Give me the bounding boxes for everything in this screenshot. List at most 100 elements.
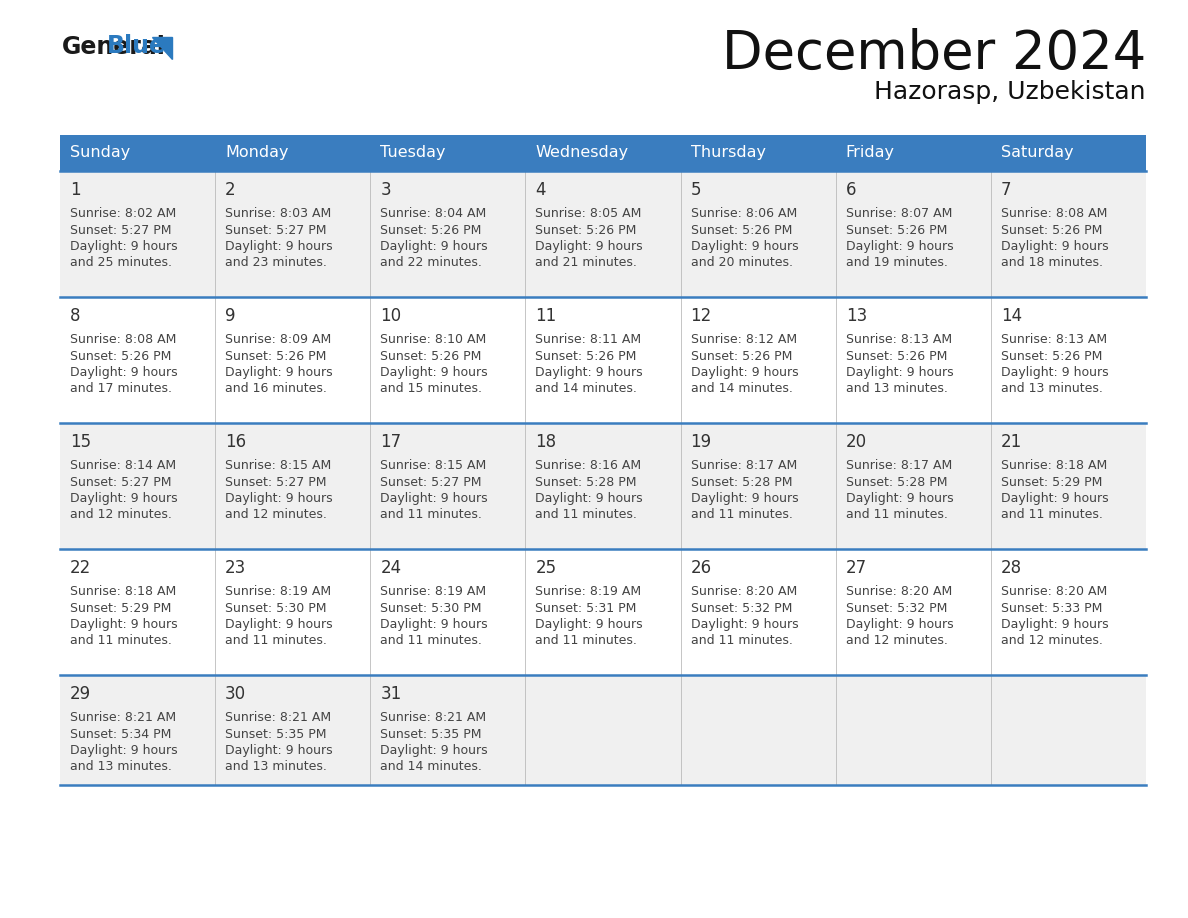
Bar [61,423,1146,549]
Text: and 15 minutes.: and 15 minutes. [380,383,482,396]
Text: Sunrise: 8:05 AM: Sunrise: 8:05 AM [536,207,642,220]
Text: Sunset: 5:29 PM: Sunset: 5:29 PM [70,601,171,614]
Text: 23: 23 [226,559,246,577]
Text: 21: 21 [1000,433,1022,451]
Text: Daylight: 9 hours: Daylight: 9 hours [536,240,643,253]
Text: Sunrise: 8:20 AM: Sunrise: 8:20 AM [690,585,797,598]
Text: and 25 minutes.: and 25 minutes. [70,256,172,270]
Text: Sunset: 5:26 PM: Sunset: 5:26 PM [380,223,481,237]
Text: Daylight: 9 hours: Daylight: 9 hours [536,618,643,631]
Text: Sunset: 5:26 PM: Sunset: 5:26 PM [690,223,792,237]
Text: 11: 11 [536,307,557,325]
Text: Daylight: 9 hours: Daylight: 9 hours [536,366,643,379]
Text: 15: 15 [70,433,91,451]
Text: Daylight: 9 hours: Daylight: 9 hours [690,240,798,253]
Text: 8: 8 [70,307,81,325]
Text: Sunrise: 8:20 AM: Sunrise: 8:20 AM [846,585,952,598]
Polygon shape [152,37,172,59]
Text: and 11 minutes.: and 11 minutes. [690,509,792,521]
Text: and 20 minutes.: and 20 minutes. [690,256,792,270]
Text: and 11 minutes.: and 11 minutes. [380,509,482,521]
Text: Sunrise: 8:07 AM: Sunrise: 8:07 AM [846,207,952,220]
Text: and 14 minutes.: and 14 minutes. [690,383,792,396]
Text: Sunrise: 8:20 AM: Sunrise: 8:20 AM [1000,585,1107,598]
Text: Daylight: 9 hours: Daylight: 9 hours [536,492,643,505]
Text: Sunrise: 8:06 AM: Sunrise: 8:06 AM [690,207,797,220]
Bar [61,549,1146,675]
Text: Friday: Friday [846,145,895,161]
Text: Sunset: 5:26 PM: Sunset: 5:26 PM [380,350,481,363]
Text: Sunrise: 8:21 AM: Sunrise: 8:21 AM [70,711,176,724]
Text: Sunset: 5:34 PM: Sunset: 5:34 PM [70,727,171,741]
Text: Sunset: 5:28 PM: Sunset: 5:28 PM [690,476,792,488]
Text: and 11 minutes.: and 11 minutes. [226,634,327,647]
Text: 17: 17 [380,433,402,451]
Text: and 16 minutes.: and 16 minutes. [226,383,327,396]
Text: Sunset: 5:27 PM: Sunset: 5:27 PM [70,476,171,488]
Text: Daylight: 9 hours: Daylight: 9 hours [690,618,798,631]
Text: and 13 minutes.: and 13 minutes. [1000,383,1102,396]
Text: and 12 minutes.: and 12 minutes. [846,634,948,647]
Text: Daylight: 9 hours: Daylight: 9 hours [226,618,333,631]
Text: Daylight: 9 hours: Daylight: 9 hours [846,492,953,505]
Text: and 11 minutes.: and 11 minutes. [690,634,792,647]
Text: and 11 minutes.: and 11 minutes. [536,634,637,647]
Text: and 21 minutes.: and 21 minutes. [536,256,637,270]
Text: and 11 minutes.: and 11 minutes. [70,634,172,647]
Text: Sunset: 5:26 PM: Sunset: 5:26 PM [70,350,171,363]
Text: Daylight: 9 hours: Daylight: 9 hours [380,492,488,505]
Text: Daylight: 9 hours: Daylight: 9 hours [1000,240,1108,253]
Text: Sunrise: 8:03 AM: Sunrise: 8:03 AM [226,207,331,220]
Text: Sunrise: 8:19 AM: Sunrise: 8:19 AM [380,585,486,598]
Text: Daylight: 9 hours: Daylight: 9 hours [226,744,333,757]
Text: Sunrise: 8:21 AM: Sunrise: 8:21 AM [380,711,486,724]
Text: Sunset: 5:27 PM: Sunset: 5:27 PM [70,223,171,237]
Text: 26: 26 [690,559,712,577]
Text: Daylight: 9 hours: Daylight: 9 hours [380,240,488,253]
Bar [61,297,1146,423]
Text: Sunset: 5:27 PM: Sunset: 5:27 PM [226,223,327,237]
Text: Sunset: 5:35 PM: Sunset: 5:35 PM [380,727,482,741]
Text: Sunrise: 8:17 AM: Sunrise: 8:17 AM [846,459,952,472]
Text: Blue: Blue [107,34,166,58]
Text: 20: 20 [846,433,867,451]
Text: 12: 12 [690,307,712,325]
Text: 24: 24 [380,559,402,577]
Text: 19: 19 [690,433,712,451]
Text: Sunset: 5:32 PM: Sunset: 5:32 PM [846,601,947,614]
Text: Wednesday: Wednesday [536,145,628,161]
Text: Daylight: 9 hours: Daylight: 9 hours [1000,492,1108,505]
Text: 25: 25 [536,559,556,577]
Text: and 19 minutes.: and 19 minutes. [846,256,948,270]
Text: Daylight: 9 hours: Daylight: 9 hours [380,744,488,757]
Text: and 22 minutes.: and 22 minutes. [380,256,482,270]
Text: and 11 minutes.: and 11 minutes. [1000,509,1102,521]
Text: and 13 minutes.: and 13 minutes. [226,760,327,774]
Text: Sunset: 5:31 PM: Sunset: 5:31 PM [536,601,637,614]
Text: Sunset: 5:26 PM: Sunset: 5:26 PM [536,350,637,363]
Text: and 11 minutes.: and 11 minutes. [380,634,482,647]
Text: 9: 9 [226,307,235,325]
Text: Daylight: 9 hours: Daylight: 9 hours [226,240,333,253]
Text: Hazorasp, Uzbekistan: Hazorasp, Uzbekistan [874,80,1146,104]
Text: Daylight: 9 hours: Daylight: 9 hours [846,618,953,631]
Text: Sunrise: 8:04 AM: Sunrise: 8:04 AM [380,207,487,220]
Bar [61,171,1146,297]
Text: 7: 7 [1000,181,1011,199]
Text: December 2024: December 2024 [722,28,1146,80]
Text: Sunset: 5:26 PM: Sunset: 5:26 PM [846,350,947,363]
Text: Sunset: 5:28 PM: Sunset: 5:28 PM [536,476,637,488]
Text: Sunset: 5:30 PM: Sunset: 5:30 PM [226,601,327,614]
Text: Sunset: 5:29 PM: Sunset: 5:29 PM [1000,476,1102,488]
Text: 1: 1 [70,181,81,199]
Text: Sunday: Sunday [70,145,131,161]
Text: Sunset: 5:26 PM: Sunset: 5:26 PM [1000,350,1102,363]
Text: and 13 minutes.: and 13 minutes. [70,760,172,774]
Text: Sunrise: 8:21 AM: Sunrise: 8:21 AM [226,711,331,724]
Text: 18: 18 [536,433,556,451]
Text: 3: 3 [380,181,391,199]
Text: Saturday: Saturday [1000,145,1074,161]
Text: Monday: Monday [226,145,289,161]
Text: 6: 6 [846,181,857,199]
Text: Sunrise: 8:11 AM: Sunrise: 8:11 AM [536,333,642,346]
